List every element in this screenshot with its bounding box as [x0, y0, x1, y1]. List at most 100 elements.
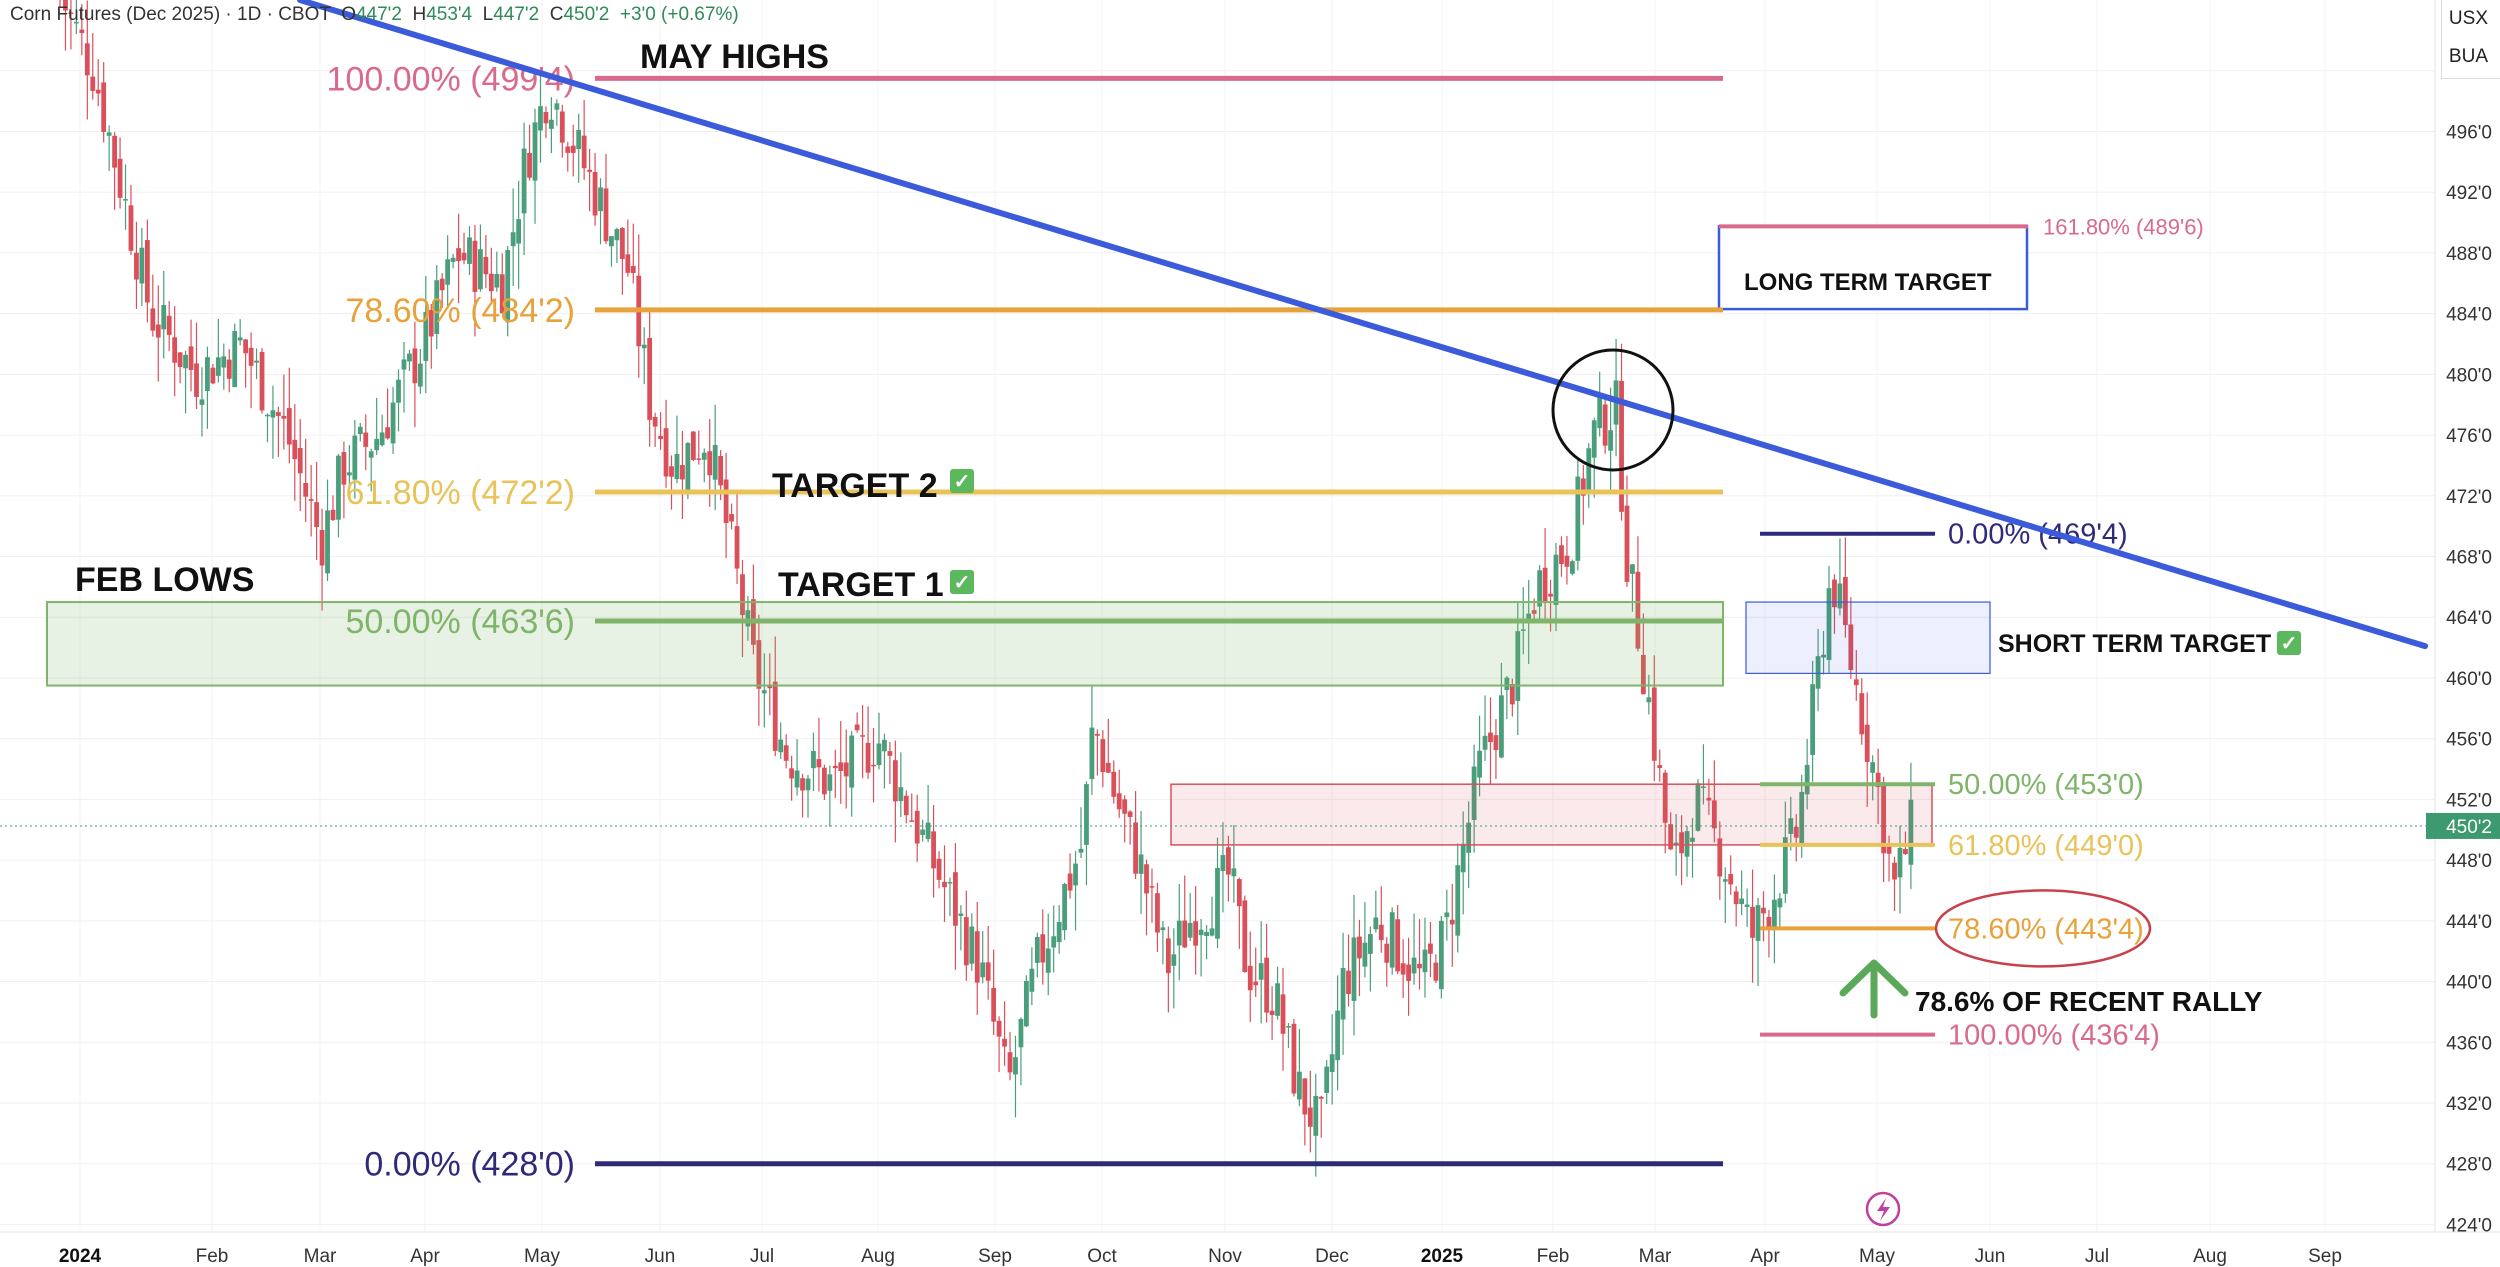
candle-up	[641, 344, 647, 349]
candle-down	[1378, 924, 1384, 941]
candle-up	[1870, 762, 1876, 773]
candle-down	[985, 962, 991, 981]
candle-up	[346, 472, 352, 476]
candle-down	[461, 252, 467, 261]
candle-down	[456, 248, 461, 262]
candle-up	[1777, 898, 1783, 908]
checkmark-glyph: ✓	[2281, 633, 2298, 655]
candle-up	[1215, 867, 1220, 939]
candle-down	[619, 227, 625, 259]
currency-badge[interactable]: USX	[2448, 8, 2488, 29]
time-axis-panel	[0, 1232, 2500, 1267]
downtrend-line[interactable]	[297, 0, 2428, 650]
candle-down	[1859, 693, 1865, 735]
candle-up	[1171, 954, 1177, 966]
candle-down	[669, 466, 674, 477]
x-tick-label: May	[524, 1246, 560, 1267]
candle-up	[1520, 629, 1526, 631]
chart-header: Corn Futures (Dec 2025) · 1D · CBOT O447…	[10, 4, 739, 26]
candle-down	[1242, 900, 1248, 972]
short-term-target-box[interactable]	[1745, 601, 1991, 674]
candle-down	[1384, 943, 1390, 963]
candle-down	[1040, 934, 1046, 963]
x-tick-label: Jun	[1975, 1246, 2006, 1267]
candle-up	[396, 379, 401, 403]
candle-down	[188, 346, 194, 371]
candle-down	[1307, 1107, 1313, 1127]
candle-down	[1116, 793, 1122, 810]
annotation-long-term-target: LONG TERM TARGET	[1744, 269, 1992, 296]
candle-down	[680, 465, 685, 480]
candle-down	[1067, 873, 1073, 891]
candle-down	[1542, 567, 1548, 602]
candle-down	[1133, 822, 1138, 874]
candle-up	[1837, 583, 1843, 609]
long-term-target-box[interactable]	[1717, 225, 2029, 311]
candle-down	[314, 502, 320, 527]
candle-up	[1073, 863, 1078, 886]
x-tick-label: Apr	[1750, 1246, 1780, 1267]
candle-down	[630, 266, 636, 274]
checkmark-icon	[2277, 631, 2301, 655]
x-tick-label: Aug	[2193, 1246, 2227, 1267]
candle-up	[1591, 420, 1597, 458]
y-tick-label: 452'0	[2446, 790, 2492, 811]
candle-down	[887, 751, 893, 756]
x-tick-label: Apr	[410, 1246, 440, 1267]
candle-up	[811, 751, 816, 769]
candle-up	[1013, 1057, 1018, 1075]
candle-up	[1286, 1026, 1291, 1028]
annotation-rally-note: 78.6% OF RECENT RALLY	[1915, 986, 2263, 1017]
candle-up	[1908, 799, 1914, 865]
candle-down	[707, 451, 713, 476]
candle-up	[1821, 654, 1826, 658]
candle-down	[1406, 964, 1411, 981]
candle-down	[892, 760, 898, 802]
candle-down	[1903, 849, 1908, 855]
candle-up	[1744, 904, 1750, 907]
candle-down	[1602, 404, 1608, 446]
candle-down	[1679, 832, 1684, 854]
candle-down	[412, 348, 418, 384]
candle-up	[712, 444, 718, 480]
annotation-target-2: TARGET 2	[772, 467, 938, 505]
candle-down	[1346, 970, 1351, 995]
candle-down	[319, 529, 325, 566]
candle-down	[1002, 1038, 1007, 1047]
candle-up	[1198, 929, 1204, 936]
y-tick-label: 448'0	[2446, 851, 2492, 872]
candle-down	[740, 574, 745, 616]
candle-up	[1810, 684, 1816, 755]
candle-down	[723, 479, 729, 524]
candle-down	[647, 337, 653, 420]
candle-up	[1722, 879, 1728, 882]
candle-up	[1569, 561, 1575, 574]
candle-down	[95, 89, 101, 94]
lightning-bolt-icon	[1877, 1198, 1890, 1221]
y-tick-label: 428'0	[2446, 1155, 2492, 1176]
candle-down	[483, 257, 489, 275]
candle-down	[1657, 765, 1663, 769]
price-axis-panel	[2435, 0, 2500, 1267]
candle-down	[1619, 380, 1624, 512]
last-price-tag	[2426, 812, 2500, 839]
y-tick-label: 460'0	[2446, 669, 2492, 690]
candle-down	[527, 152, 532, 178]
x-tick-label: Nov	[1208, 1246, 1242, 1267]
candle-down	[1793, 826, 1799, 838]
candle-down	[974, 931, 980, 983]
candle-down	[1853, 679, 1859, 686]
candle-up	[1897, 847, 1903, 878]
open-label: O	[341, 4, 356, 25]
candle-down	[729, 514, 734, 522]
candle-up	[232, 331, 238, 388]
unit-badge[interactable]: BUA	[2448, 46, 2488, 67]
candle-up	[390, 402, 396, 444]
candle-down	[996, 1020, 1002, 1037]
candle-down	[1094, 733, 1100, 736]
candle-up	[221, 356, 227, 368]
candle-up	[1799, 791, 1805, 847]
x-tick-label: Jul	[750, 1246, 774, 1267]
candle-up	[1608, 430, 1614, 451]
